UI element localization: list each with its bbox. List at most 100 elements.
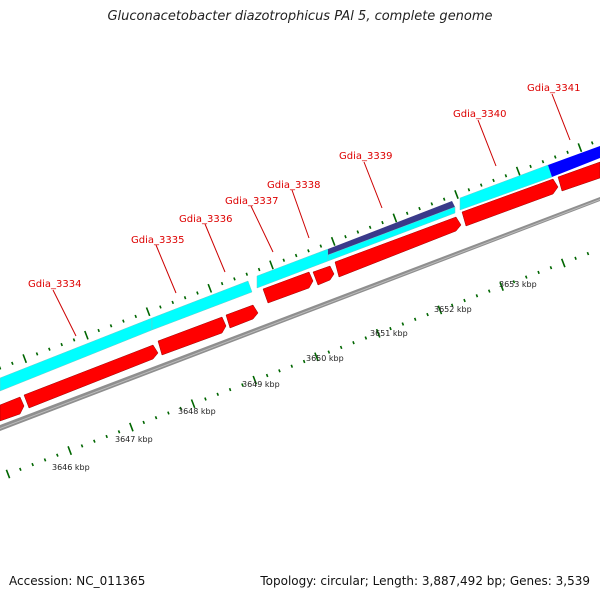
minor-tick [72, 338, 76, 342]
gene-label[interactable]: Gdia_3336 [179, 214, 232, 225]
gene-label[interactable]: Gdia_3341 [527, 83, 580, 94]
minor-tick [122, 319, 125, 323]
cds-fwd-5[interactable] [262, 271, 314, 304]
cds-fwd-4[interactable] [225, 304, 259, 329]
minor-tick [216, 392, 220, 396]
major-tick [129, 422, 134, 432]
minor-tick [134, 314, 138, 319]
major-tick [577, 143, 583, 153]
minor-tick [413, 317, 417, 321]
minor-tick [0, 366, 2, 370]
topology-text: Topology: circular; Length: 3,887,492 bp… [260, 574, 590, 588]
minor-tick [537, 270, 540, 275]
minor-tick [467, 188, 471, 192]
minor-tick [35, 352, 39, 356]
major-tick [375, 328, 381, 338]
cds-gdia-3339-upper[interactable] [328, 201, 455, 255]
minor-tick [442, 197, 446, 201]
minor-tick [368, 225, 372, 229]
cds-fwd-1[interactable] [0, 396, 25, 422]
minor-tick [512, 280, 516, 284]
major-tick [269, 260, 274, 270]
minor-tick [566, 150, 569, 154]
minor-tick [60, 342, 63, 347]
gene-label[interactable]: Gdia_3334 [28, 279, 81, 290]
minor-tick [48, 347, 51, 351]
cds-fwd-2[interactable] [23, 344, 159, 409]
kbp-label: 3651 kbp [370, 329, 408, 338]
minor-tick [504, 174, 508, 178]
major-tick [84, 330, 89, 340]
minor-tick [553, 155, 557, 159]
cds-gdia-3336[interactable] [151, 280, 253, 331]
minor-tick [105, 434, 108, 439]
gene-label[interactable]: Gdia_3337 [225, 196, 278, 207]
gene-labels: Gdia_3334 Gdia_3335 Gdia_3336 Gdia_3337 … [28, 83, 580, 290]
cds-gdia-3341[interactable] [548, 146, 600, 177]
minor-tick [290, 364, 294, 368]
minor-tick [344, 235, 347, 239]
major-tick [145, 307, 151, 317]
forward-strand-features [0, 161, 600, 422]
minor-tick [381, 220, 384, 225]
major-tick [314, 352, 319, 362]
major-tick [437, 305, 443, 315]
minor-tick [93, 439, 96, 443]
major-tick [392, 213, 398, 223]
major-tick [190, 399, 196, 409]
minor-tick [167, 411, 170, 415]
accession-text: Accession: NC_011365 [9, 574, 146, 588]
minor-tick [56, 453, 59, 457]
minor-tick [339, 345, 343, 350]
minor-tick [278, 369, 281, 373]
minor-tick [220, 281, 224, 286]
minor-tick [142, 420, 146, 425]
major-tick [207, 283, 213, 293]
minor-tick [405, 211, 409, 215]
gene-label[interactable]: Gdia_3338 [267, 180, 320, 191]
cds-fwd-3[interactable] [157, 316, 227, 356]
major-tick [67, 446, 73, 456]
gene-label[interactable]: Gdia_3340 [453, 109, 506, 120]
minor-tick [426, 312, 429, 317]
minor-tick [228, 387, 232, 392]
minor-tick [265, 373, 269, 378]
minor-tick [171, 300, 175, 305]
minor-tick [43, 458, 47, 462]
minor-tick [327, 350, 331, 354]
kbp-label: 3649 kbp [242, 380, 280, 389]
minor-tick [19, 467, 22, 471]
minor-tick [475, 294, 479, 298]
minor-tick [586, 251, 590, 256]
cds-fwd-9[interactable] [557, 161, 600, 192]
major-tick [252, 375, 258, 385]
minor-tick [183, 296, 187, 300]
gene-label[interactable]: Gdia_3335 [131, 235, 184, 246]
major-tick [560, 258, 566, 268]
minor-tick [529, 164, 532, 169]
upper-tick-track [0, 141, 594, 370]
minor-tick [117, 430, 121, 434]
minor-tick [204, 397, 207, 401]
minor-tick [463, 298, 466, 303]
cds-fwd-7[interactable] [334, 216, 462, 278]
minor-tick [389, 326, 392, 331]
kbp-label: 3652 kbp [434, 305, 472, 314]
minor-tick [245, 272, 249, 276]
minor-tick [418, 206, 421, 211]
minor-tick [487, 289, 491, 293]
kbp-label: 3646 kbp [52, 463, 90, 472]
minor-tick [159, 305, 162, 309]
cds-gdia-3339-lower[interactable] [327, 206, 456, 262]
minor-tick [549, 266, 553, 270]
reverse-strand-features [0, 146, 600, 392]
cds-fwd-6[interactable] [312, 265, 335, 286]
gene-label[interactable]: Gdia_3339 [339, 151, 392, 162]
minor-tick [179, 406, 183, 411]
minor-tick [109, 324, 113, 328]
cds-fwd-8[interactable] [461, 178, 559, 227]
minor-tick [574, 256, 577, 260]
major-tick [22, 354, 28, 364]
gene-leader-lines [52, 93, 571, 337]
